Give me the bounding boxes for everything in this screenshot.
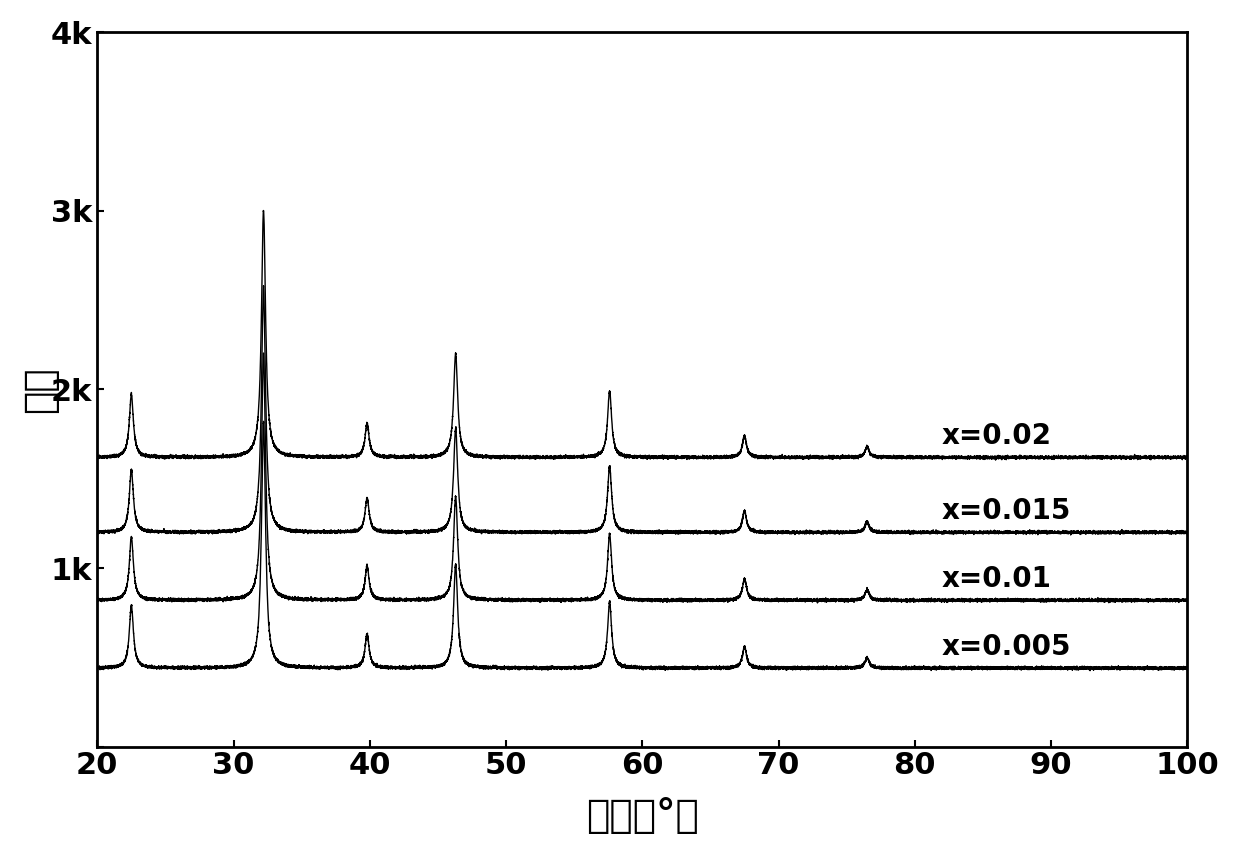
Text: x=0.01: x=0.01 <box>942 565 1052 593</box>
Y-axis label: 强度: 强度 <box>21 366 58 413</box>
Text: x=0.015: x=0.015 <box>942 497 1071 526</box>
Text: x=0.005: x=0.005 <box>942 633 1071 661</box>
Text: x=0.02: x=0.02 <box>942 422 1052 450</box>
X-axis label: 角度（°）: 角度（°） <box>585 797 698 835</box>
